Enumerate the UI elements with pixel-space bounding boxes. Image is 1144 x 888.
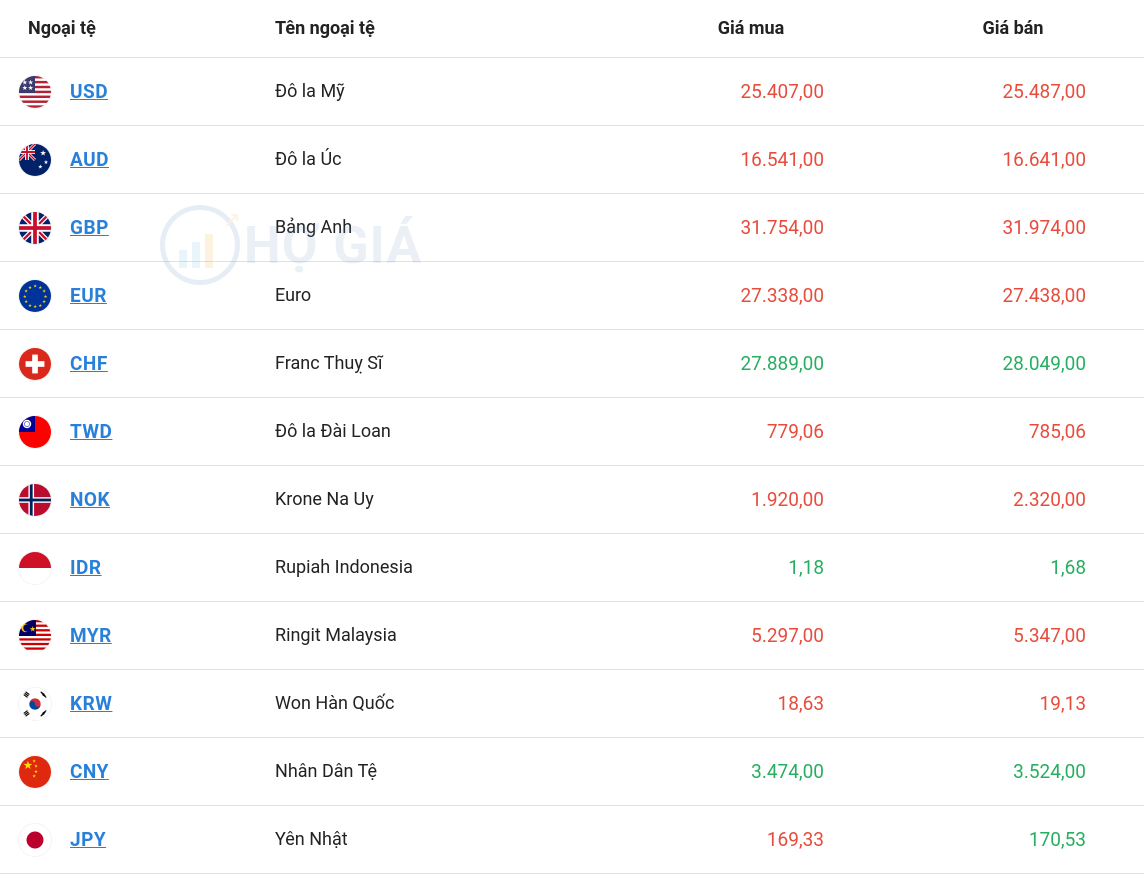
buy-price: 169,33 <box>620 806 882 874</box>
currency-code-link[interactable]: CNY <box>70 760 109 783</box>
sell-price: 170,53 <box>882 806 1144 874</box>
buy-price: 16.541,00 <box>620 126 882 194</box>
currency-name: Nhân Dân Tệ <box>255 738 620 806</box>
table-row: GBP Bảng Anh 31.754,00 31.974,00 <box>0 194 1144 262</box>
currency-code-link[interactable]: AUD <box>70 148 109 171</box>
sell-price: 2.320,00 <box>882 466 1144 534</box>
currency-name: Đô la Úc <box>255 126 620 194</box>
buy-price: 5.297,00 <box>620 602 882 670</box>
table-row: NOK Krone Na Uy 1.920,00 2.320,00 <box>0 466 1144 534</box>
buy-price: 779,06 <box>620 398 882 466</box>
currency-code-link[interactable]: GBP <box>70 216 109 239</box>
sell-price: 25.487,00 <box>882 58 1144 126</box>
currency-name: Rupiah Indonesia <box>255 534 620 602</box>
table-row: ★★★ AUD Đô la Úc 16.541,00 16.641,00 <box>0 126 1144 194</box>
sell-price: 16.641,00 <box>882 126 1144 194</box>
flag-icon <box>18 823 52 857</box>
currency-code-link[interactable]: KRW <box>70 692 112 715</box>
currency-code-link[interactable]: USD <box>70 80 108 103</box>
header-buy: Giá mua <box>620 0 882 58</box>
flag-icon: ★ <box>18 619 52 653</box>
currency-name: Đô la Mỹ <box>255 58 620 126</box>
flag-icon: ★★★★★★★★★★★★ <box>18 279 52 313</box>
svg-text:★★: ★★ <box>22 84 34 92</box>
sell-price: 27.438,00 <box>882 262 1144 330</box>
buy-price: 18,63 <box>620 670 882 738</box>
flag-icon: ★★★★ <box>18 75 52 109</box>
buy-price: 1,18 <box>620 534 882 602</box>
flag-icon <box>18 415 52 449</box>
table-row: CHF Franc Thuỵ Sĩ 27.889,00 28.049,00 <box>0 330 1144 398</box>
flag-icon <box>18 551 52 585</box>
header-name: Tên ngoại tệ <box>255 0 620 58</box>
flag-icon: ★★★ <box>18 143 52 177</box>
table-row: JPY Yên Nhật 169,33 170,53 <box>0 806 1144 874</box>
table-row: ★ MYR Ringit Malaysia 5.297,00 5.347,00 <box>0 602 1144 670</box>
svg-text:★: ★ <box>38 163 43 170</box>
currency-code-link[interactable]: IDR <box>70 556 102 579</box>
sell-price: 785,06 <box>882 398 1144 466</box>
sell-price: 31.974,00 <box>882 194 1144 262</box>
currency-name: Euro <box>255 262 620 330</box>
header-sell: Giá bán <box>882 0 1144 58</box>
table-row: IDR Rupiah Indonesia 1,18 1,68 <box>0 534 1144 602</box>
flag-icon: ★★★★★ <box>18 755 52 789</box>
table-row: ★★★★ USD Đô la Mỹ 25.407,00 25.487,00 <box>0 58 1144 126</box>
currency-name: Yên Nhật <box>255 806 620 874</box>
currency-name: Won Hàn Quốc <box>255 670 620 738</box>
flag-icon <box>18 347 52 381</box>
currency-code-link[interactable]: CHF <box>70 352 108 375</box>
svg-text:★: ★ <box>29 624 36 633</box>
svg-text:★: ★ <box>40 148 47 157</box>
sell-price: 1,68 <box>882 534 1144 602</box>
currency-name: Franc Thuỵ Sĩ <box>255 330 620 398</box>
currency-name: Bảng Anh <box>255 194 620 262</box>
table-row: ★★★★★★★★★★★★ EUR Euro 27.338,00 27.438,0… <box>0 262 1144 330</box>
svg-text:★: ★ <box>43 158 48 165</box>
table-row: TWD Đô la Đài Loan 779,06 785,06 <box>0 398 1144 466</box>
sell-price: 3.524,00 <box>882 738 1144 806</box>
buy-price: 27.338,00 <box>620 262 882 330</box>
flag-icon <box>18 211 52 245</box>
table-row: KRW Won Hàn Quốc 18,63 19,13 <box>0 670 1144 738</box>
buy-price: 27.889,00 <box>620 330 882 398</box>
buy-price: 25.407,00 <box>620 58 882 126</box>
buy-price: 3.474,00 <box>620 738 882 806</box>
table-row: ★★★★★ CNY Nhân Dân Tệ 3.474,00 3.524,00 <box>0 738 1144 806</box>
flag-icon <box>18 483 52 517</box>
flag-icon <box>18 687 52 721</box>
sell-price: 28.049,00 <box>882 330 1144 398</box>
currency-code-link[interactable]: NOK <box>70 488 110 511</box>
currency-code-link[interactable]: MYR <box>70 624 112 647</box>
buy-price: 1.920,00 <box>620 466 882 534</box>
currency-name: Krone Na Uy <box>255 466 620 534</box>
table-header-row: Ngoại tệ Tên ngoại tệ Giá mua Giá bán <box>0 0 1144 58</box>
currency-code-link[interactable]: EUR <box>70 284 107 307</box>
currency-name: Đô la Đài Loan <box>255 398 620 466</box>
sell-price: 5.347,00 <box>882 602 1144 670</box>
currency-name: Ringit Malaysia <box>255 602 620 670</box>
exchange-rate-table: Ngoại tệ Tên ngoại tệ Giá mua Giá bán ★★… <box>0 0 1144 874</box>
currency-code-link[interactable]: TWD <box>70 420 112 443</box>
header-code: Ngoại tệ <box>0 0 255 58</box>
buy-price: 31.754,00 <box>620 194 882 262</box>
sell-price: 19,13 <box>882 670 1144 738</box>
currency-code-link[interactable]: JPY <box>70 828 106 851</box>
